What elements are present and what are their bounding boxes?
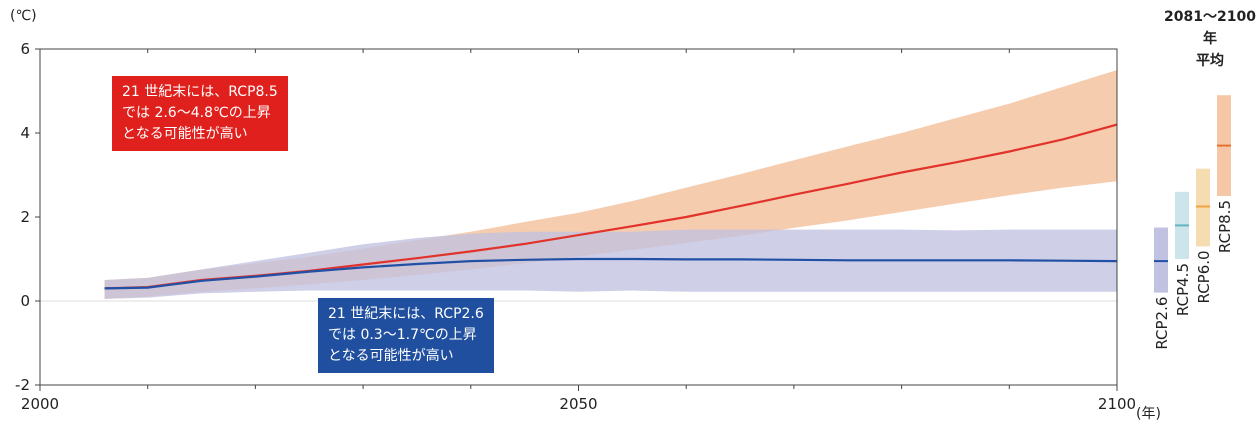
x-axis-ticks: 2000 2050 2100 <box>21 49 1136 413</box>
rcp85-callout-line1: 21 世紀末には、RCP8.5 <box>122 84 278 100</box>
rcp85-callout-line2: では 2.6～4.8℃の上昇 <box>122 105 271 121</box>
rcp26-bar-label: RCP2.6 <box>1153 297 1171 350</box>
x-tick-label: 2100 <box>1098 395 1136 413</box>
rcp26-range-bar <box>1154 227 1168 293</box>
rcp85-callout-line3: となる可能性が高い <box>122 126 248 142</box>
rcp26-range-band <box>104 229 1118 299</box>
rcp85-bar-label: RCP8.5 <box>1216 200 1234 253</box>
rcp85-callout: 21 世紀末には、RCP8.5 では 2.6～4.8℃の上昇 となる可能性が高い <box>112 76 288 151</box>
series-lines <box>104 123 1118 290</box>
y-tick-label: 6 <box>20 40 30 58</box>
rcp26-callout: 21 世紀末には、RCP2.6 では 0.3～1.7℃の上昇 となる可能性が高い <box>318 298 494 373</box>
y-unit-label: (℃) <box>10 8 37 24</box>
period-average-title-line1: 2081～2100 年 <box>1164 9 1256 47</box>
rcp60-bar-label: RCP6.0 <box>1195 250 1213 303</box>
y-tick-label: 0 <box>20 292 30 310</box>
uncertainty-bands <box>104 70 1118 299</box>
rcp45-bar-label: RCP4.5 <box>1174 263 1192 316</box>
y-tick-label: 4 <box>20 124 30 142</box>
y-axis-ticks: 6 4 2 0 -2 <box>15 40 40 394</box>
rcp26-callout-line2: では 0.3～1.7℃の上昇 <box>328 327 477 343</box>
rcp26-mean-line <box>104 257 1118 290</box>
x-unit-label: (年) <box>1136 406 1161 422</box>
period-average-title-line2: 平均 <box>1196 53 1224 69</box>
y-tick-label: 2 <box>20 208 30 226</box>
y-tick-label: -2 <box>15 376 30 394</box>
rcp26-callout-line1: 21 世紀末には、RCP2.6 <box>328 306 484 322</box>
period-average-title: 2081～2100 年 平均 <box>1160 6 1259 72</box>
rcp26-callout-line3: となる可能性が高い <box>328 348 454 364</box>
rcp60-range-bar <box>1196 168 1210 247</box>
x-tick-label: 2050 <box>559 395 597 413</box>
x-tick-label: 2000 <box>21 395 59 413</box>
